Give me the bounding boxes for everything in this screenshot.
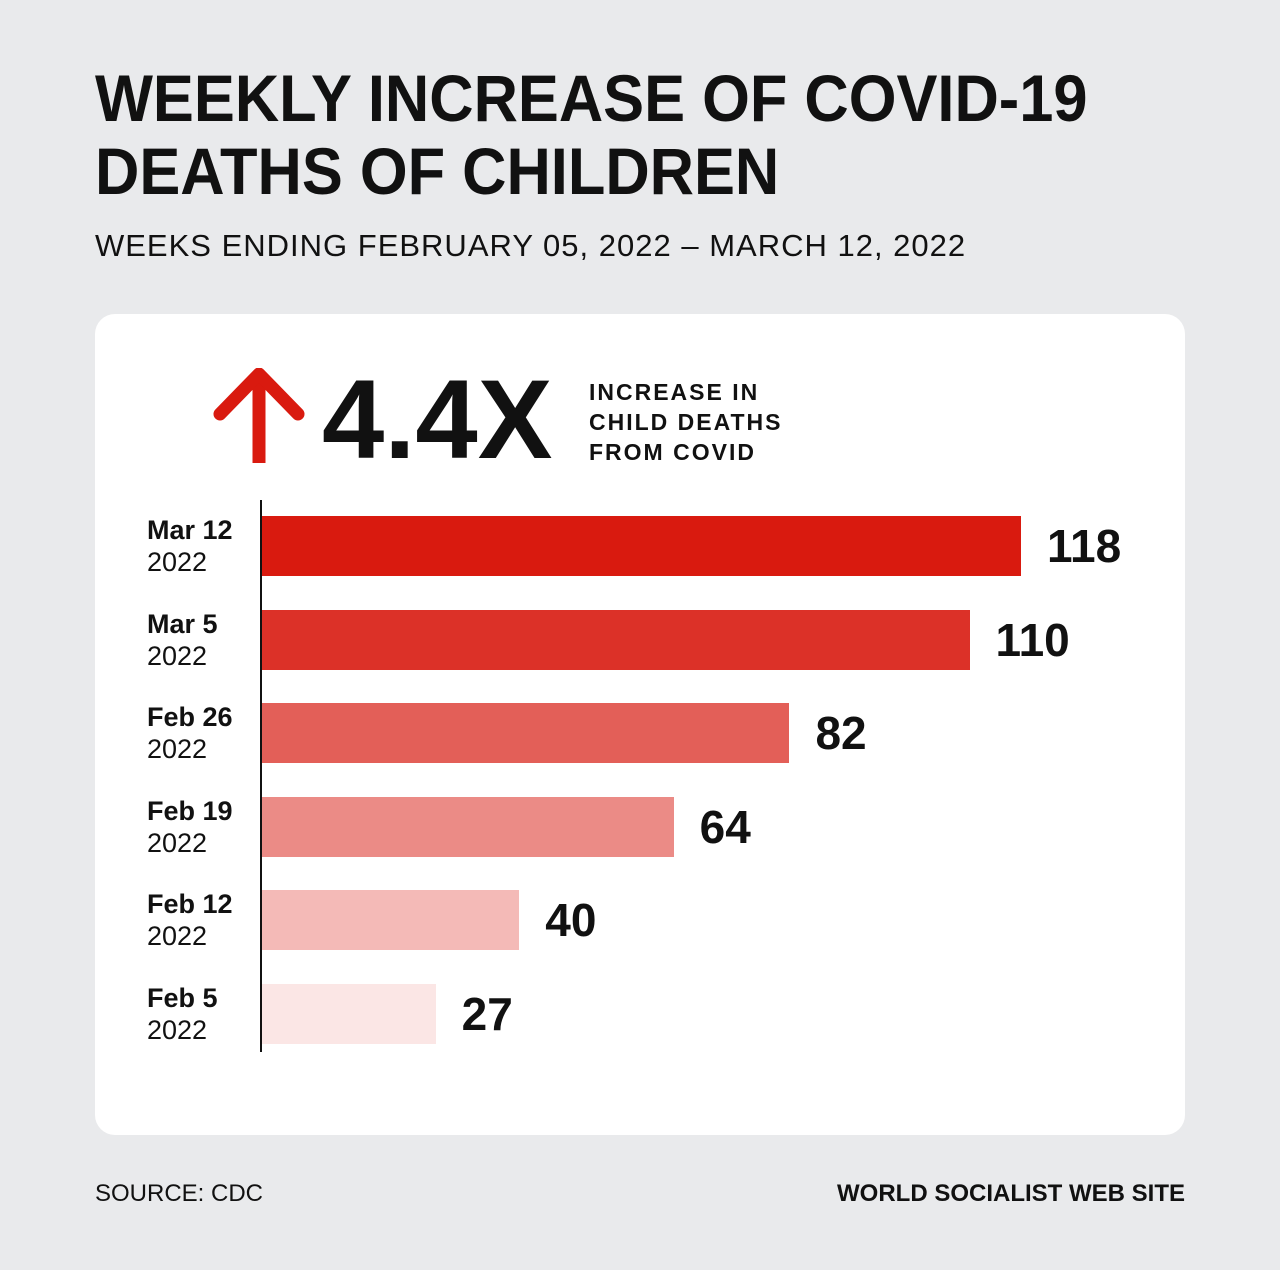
category-year: 2022 [147,827,208,858]
category-date: Feb 19 [147,795,233,826]
category-label: Feb 12 2022 [147,888,233,952]
y-axis-line [260,500,262,1052]
category-year: 2022 [147,734,208,765]
category-label: Feb 5 2022 [147,982,218,1046]
category-label: Mar 12 2022 [147,514,233,578]
caption-line: CHILD DEATHS [589,409,783,435]
increase-multiplier: 4.4X [322,357,553,482]
bar [262,890,520,951]
chart-title: WEEKLY INCREASE OF COVID-19 DEATHS OF CH… [95,62,1192,208]
bar [262,609,970,670]
bar-value-label: 40 [545,894,597,947]
bar-value-label: 110 [995,613,1070,666]
arrow-up-icon [213,368,305,463]
category-date: Feb 12 [147,889,233,920]
category-year: 2022 [147,547,208,577]
category-date: Mar 12 [147,515,233,545]
publisher-credit: WORLD SOCIALIST WEB SITE [837,1180,1185,1207]
chart-subtitle: WEEKS ENDING FEBRUARY 05, 2022 – MARCH 1… [95,228,967,263]
bar-value-label: 64 [699,800,751,853]
bar [262,984,436,1044]
bar [262,796,674,857]
bar [262,703,790,764]
category-label: Feb 26 2022 [147,701,233,765]
bar-value-label: 27 [461,988,513,1040]
category-date: Feb 26 [147,702,233,733]
source-label: SOURCE: CDC [95,1180,264,1207]
category-year: 2022 [147,1015,208,1045]
category-label: Feb 19 2022 [147,795,233,859]
category-date: Feb 5 [147,983,218,1013]
category-year: 2022 [147,921,208,952]
increase-caption: INCREASE IN CHILD DEATHS FROM COVID [589,377,783,467]
title-line-2: DEATHS OF CHILDREN [95,134,780,208]
category-year: 2022 [147,640,208,671]
bar-value-label: 82 [815,707,867,760]
caption-line: FROM COVID [589,439,756,465]
bar [262,516,1021,576]
bar-value-label: 118 [1047,520,1122,572]
caption-line: INCREASE IN [589,379,760,405]
category-label: Mar 5 2022 [147,608,218,672]
category-date: Mar 5 [147,608,218,639]
title-line-1: WEEKLY INCREASE OF COVID-19 [95,61,1088,135]
